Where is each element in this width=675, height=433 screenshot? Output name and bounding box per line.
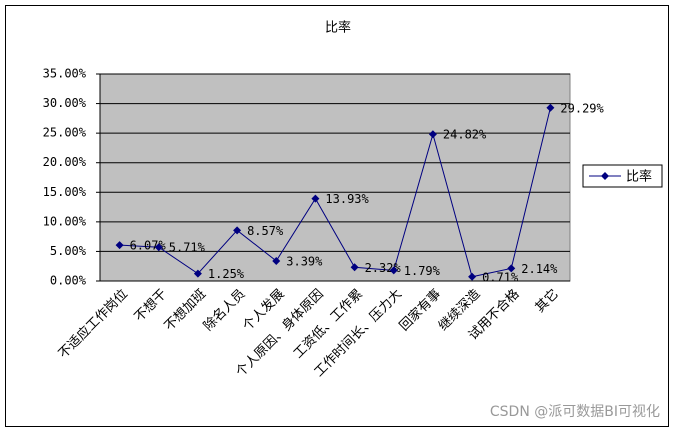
legend-marker	[601, 172, 609, 180]
y-tick-label: 15.00%	[43, 185, 87, 199]
data-label: 5.71%	[169, 241, 206, 255]
y-tick-label: 10.00%	[43, 214, 87, 228]
y-tick-label: 5.00%	[50, 244, 87, 258]
data-label: 2.14%	[521, 262, 558, 276]
marker	[428, 130, 437, 139]
marker	[546, 103, 555, 112]
legend-box	[582, 164, 663, 188]
data-label: 24.82%	[443, 128, 487, 142]
y-tick-label: 25.00%	[43, 126, 87, 140]
data-label: 1.79%	[404, 264, 441, 278]
marker	[311, 194, 320, 203]
marker	[233, 226, 242, 235]
watermark: CSDN @派可数据BI可视化	[490, 404, 660, 420]
plot-area	[99, 73, 571, 282]
data-label: 8.57%	[247, 224, 284, 238]
line	[119, 107, 551, 278]
marker	[115, 241, 124, 250]
legend-label: 比率	[626, 169, 652, 185]
marker	[193, 269, 202, 278]
y-tick-label: 20.00%	[43, 155, 87, 169]
y-tick-label: 0.00%	[50, 274, 87, 288]
marker	[507, 264, 516, 273]
chart-title: 比率	[325, 20, 351, 36]
data-label: 3.39%	[286, 254, 323, 268]
data-label: 2.32%	[365, 261, 402, 275]
marker	[154, 243, 163, 252]
y-tick-label: 30.00%	[43, 96, 87, 110]
data-label: 29.29%	[560, 101, 604, 115]
marker	[468, 272, 477, 281]
marker	[350, 263, 359, 272]
marker	[389, 266, 398, 275]
data-label: 13.93%	[325, 192, 369, 206]
marker	[272, 256, 281, 265]
y-tick-label: 35.00%	[43, 67, 87, 81]
data-label: 0.71%	[482, 270, 519, 284]
data-label: 1.25%	[208, 267, 245, 281]
